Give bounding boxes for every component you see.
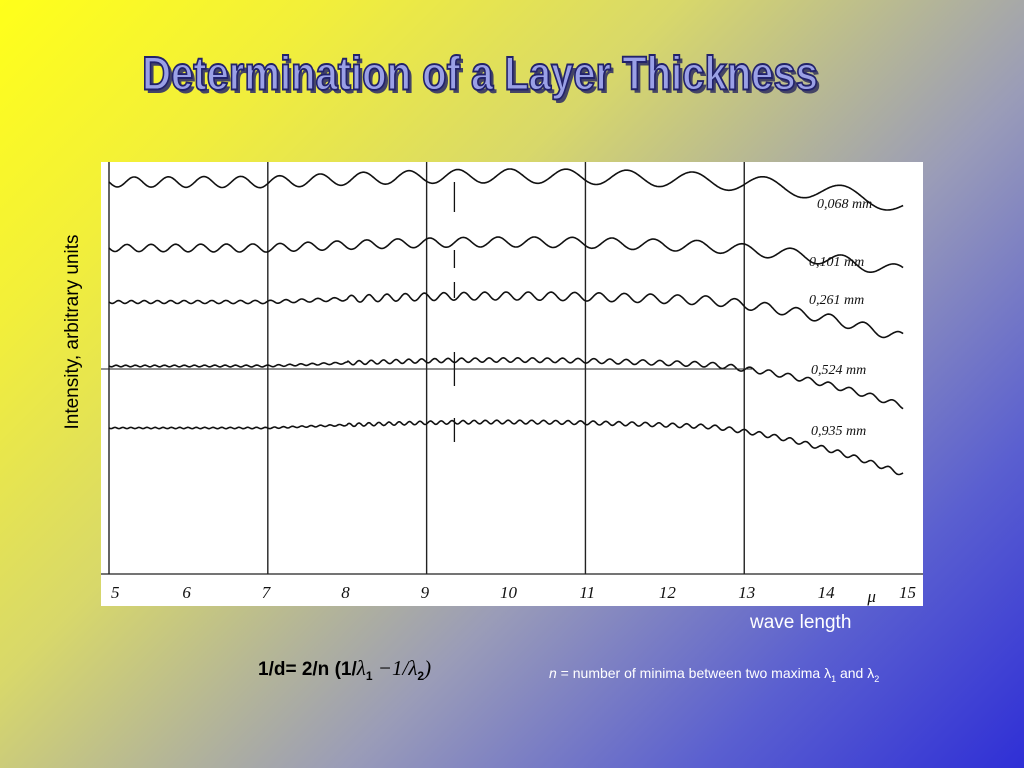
note-and: and: [836, 665, 868, 681]
x-tick-label-15: 15: [899, 583, 916, 602]
interference-chart: 5 6 7 8 9 10 11 12 13 14 15 μ 0,068 mm 0,101 mm 0,261 …: [101, 162, 923, 606]
thickness-formula: 1/d= 2/n (1/λ1 −1/λ2): [258, 656, 431, 683]
formula-lhs: 1/d= 2/n: [258, 659, 330, 680]
series-label-2: 0,101 mm: [809, 255, 864, 270]
formula-sub-2: 2: [417, 668, 425, 683]
note-sub-1: 1: [831, 673, 837, 684]
formula-lambda-2: λ: [408, 656, 418, 680]
note-lambda-1: λ: [824, 665, 832, 681]
slide-title: Determination of a Layer Thickness: [141, 47, 818, 101]
x-tick-label-11: 11: [579, 583, 595, 602]
x-unit-label: μ: [866, 587, 876, 606]
series-line-3: [108, 291, 904, 339]
formula-minus: −1/: [372, 656, 409, 680]
x-axis-label: wave length: [750, 612, 852, 633]
x-tick-label-7: 7: [262, 583, 272, 602]
series-line-5: [108, 419, 904, 476]
y-axis-label: Intensity, arbitrary units: [62, 234, 83, 430]
series-line-1: [108, 168, 904, 211]
x-tick-label-12: 12: [659, 583, 677, 602]
series-label-4: 0,524 mm: [811, 363, 866, 378]
series-label-1: 0,068 mm: [817, 197, 872, 212]
series-line-4: [108, 356, 904, 410]
series-label-3: 0,261 mm: [809, 293, 864, 308]
x-tick-label-13: 13: [738, 583, 755, 602]
note-lambda-2: λ: [867, 665, 875, 681]
x-tick-label-8: 8: [341, 583, 350, 602]
note-text: = number of minima between two maxima: [556, 665, 825, 681]
x-tick-label-10: 10: [500, 583, 517, 602]
series-label-5: 0,935 mm: [811, 424, 866, 439]
formula-lambda-1: λ: [356, 656, 366, 680]
series-line-2: [108, 236, 904, 273]
x-tick-label-5: 5: [111, 583, 120, 602]
chart-panel: 5 6 7 8 9 10 11 12 13 14 15 μ 0,068 mm 0,101 mm 0,261 …: [101, 162, 923, 606]
note-n: n: [549, 665, 557, 681]
note-sub-2: 2: [874, 673, 880, 684]
x-tick-label-9: 9: [421, 583, 430, 602]
formula-open: (1/: [334, 659, 357, 680]
x-tick-label-6: 6: [182, 583, 191, 602]
formula-sub-1: 1: [365, 668, 373, 683]
formula-close: ): [424, 656, 432, 680]
minima-note: n = number of minima between two maxima …: [549, 665, 879, 684]
x-tick-label-14: 14: [818, 583, 836, 602]
